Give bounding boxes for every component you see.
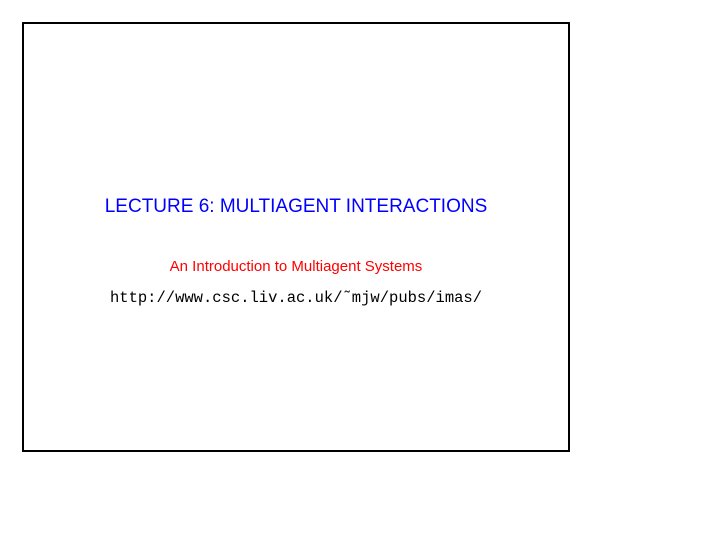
lecture-subtitle: An Introduction to Multiagent Systems bbox=[170, 258, 423, 275]
lecture-url: http://www.csc.liv.ac.uk/˜mjw/pubs/imas/ bbox=[110, 289, 482, 307]
slide-frame: LECTURE 6: MULTIAGENT INTERACTIONS An In… bbox=[22, 22, 570, 452]
lecture-title: LECTURE 6: MULTIAGENT INTERACTIONS bbox=[105, 196, 488, 218]
